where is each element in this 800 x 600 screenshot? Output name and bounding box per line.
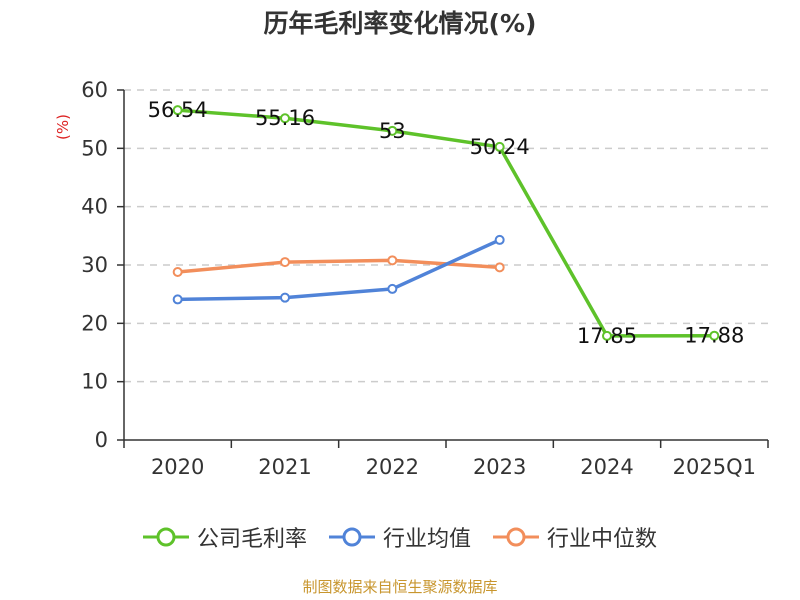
data-label: 53	[379, 119, 406, 143]
data-point	[494, 141, 505, 152]
legend-marker	[506, 527, 526, 547]
data-label: 17.85	[577, 324, 637, 348]
data-point	[280, 113, 290, 124]
y-axis-label: (%)	[54, 114, 72, 140]
y-tick-label: 50	[81, 136, 108, 160]
data-point	[602, 330, 612, 341]
y-tick-label: 60	[81, 78, 108, 102]
data-label: 50.24	[470, 135, 530, 159]
x-tick-label: 2025Q1	[673, 455, 756, 479]
data-label: 55.16	[255, 106, 315, 130]
data-label: 17.88	[684, 324, 744, 348]
legend-label: 行业中位数	[547, 527, 658, 552]
legend-swatch	[493, 527, 539, 547]
y-tick-label: 40	[81, 195, 108, 219]
data-label: 56.54	[148, 98, 208, 122]
legend: 公司毛利率 行业均值 行业中位数	[0, 517, 800, 557]
legend-label: 行业均值	[382, 527, 471, 552]
x-tick-label: 2023	[473, 455, 526, 479]
data-point	[172, 294, 183, 305]
legend-marker	[342, 527, 362, 547]
legend-swatch	[328, 527, 375, 547]
data-point	[709, 330, 720, 341]
data-point	[387, 255, 398, 266]
data-point	[494, 234, 505, 245]
y-tick-label: 20	[81, 311, 108, 335]
data-point	[280, 257, 290, 268]
legend-swatch	[142, 527, 189, 547]
y-tick-label: 10	[81, 370, 108, 394]
legend-label: 公司毛利率	[196, 527, 307, 552]
data-point	[172, 105, 183, 116]
y-tick-label: 30	[81, 253, 108, 277]
legend-item[interactable]: 行业中位数	[493, 521, 657, 553]
data-point	[387, 283, 398, 294]
legend-marker	[156, 527, 176, 547]
series-line	[177, 108, 715, 338]
chart-title: 历年毛利率变化情况(%)	[263, 9, 537, 38]
series-line	[177, 238, 501, 302]
data-point	[387, 125, 398, 136]
data-point	[494, 262, 505, 273]
x-tick-label: 2022	[366, 455, 419, 479]
source-note: 制图数据来自恒生聚源数据库	[302, 578, 498, 596]
legend-item[interactable]: 公司毛利率	[142, 521, 307, 553]
data-point	[172, 267, 183, 277]
x-tick-label: 2021	[258, 455, 311, 479]
data-point	[280, 292, 290, 303]
x-tick-label: 2024	[580, 455, 633, 479]
legend-item[interactable]: 行业均值	[328, 521, 471, 553]
y-tick-label: 0	[95, 428, 108, 452]
x-tick-label: 2020	[151, 455, 204, 479]
